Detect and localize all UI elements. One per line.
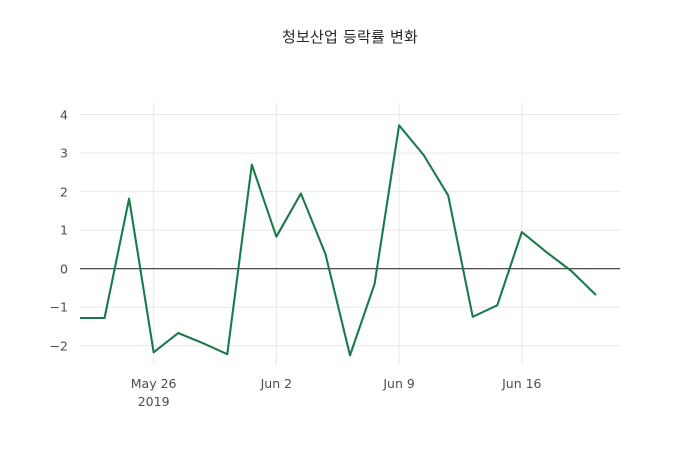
x-axis-tick-label-main: Jun 2 [260, 376, 293, 391]
y-axis-tick-label: 3 [60, 145, 68, 161]
x-axis-tick-label-year: 2019 [137, 394, 170, 409]
x-axis-tick-label-main: Jun 9 [383, 376, 415, 391]
y-axis-tick-label: 1 [60, 222, 68, 238]
line-chart-svg [80, 103, 620, 365]
y-axis-tick-label: −1 [49, 299, 68, 315]
x-axis-tick-label: Jun 9 [339, 375, 459, 393]
y-axis-tick-label: 4 [60, 107, 68, 123]
data-series-line [80, 124, 597, 357]
y-axis-tick-label: −2 [49, 338, 68, 354]
chart-title: 청보산업 등락률 변화 [282, 28, 418, 46]
x-axis-tick-label-main: May 26 [130, 376, 177, 391]
x-axis-tick-label: Jun 2 [216, 375, 336, 393]
x-axis-tick-label-main: Jun 16 [502, 376, 542, 391]
y-axis-tick-label: 2 [60, 184, 68, 200]
x-axis-tick-label: May 26 2019 [94, 375, 214, 411]
y-axis-tick-label: 0 [60, 261, 68, 277]
x-axis-tick-label: Jun 16 [462, 375, 582, 393]
plot-area [80, 103, 620, 365]
